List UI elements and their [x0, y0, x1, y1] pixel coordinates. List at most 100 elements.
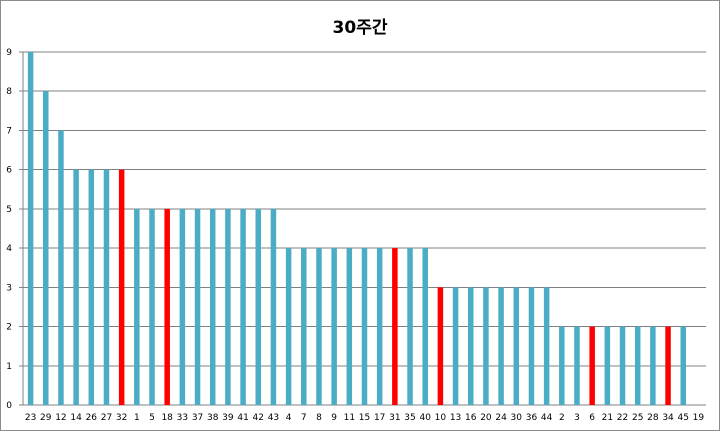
x-tick-label: 39: [222, 413, 234, 423]
bar: [528, 287, 535, 405]
bar: [543, 287, 550, 405]
x-tick-label: 29: [40, 413, 52, 423]
bar: [680, 326, 686, 405]
highlighted-bar: [589, 326, 595, 405]
x-tick-label: 15: [359, 413, 370, 423]
bar: [361, 248, 368, 405]
x-tick-label: 11: [344, 413, 355, 423]
bar: [346, 248, 353, 405]
bar: [88, 169, 95, 405]
highlighted-bar: [665, 326, 671, 405]
x-tick-label: 6: [589, 413, 595, 423]
x-tick-label: 37: [192, 413, 203, 423]
bar: [73, 169, 79, 405]
x-tick-label: 16: [465, 413, 477, 423]
bar: [27, 52, 34, 405]
highlighted-bar: [392, 248, 398, 405]
x-tick-label: 17: [374, 413, 385, 423]
x-tick-label: 1: [134, 413, 140, 423]
bar: [285, 248, 292, 405]
bar: [43, 91, 49, 405]
x-tick-label: 32: [116, 413, 127, 423]
highlighted-bar: [164, 208, 170, 405]
bar: [483, 287, 489, 405]
bar: [316, 248, 322, 405]
x-tick-label: 45: [678, 413, 689, 423]
bar: [134, 208, 140, 405]
bar: [513, 287, 520, 405]
x-tick-label: 33: [177, 413, 188, 423]
y-tick-label: 4: [6, 244, 12, 254]
bar: [209, 208, 216, 405]
x-tick-label: 18: [161, 413, 173, 423]
x-tick-label: 12: [55, 413, 66, 423]
x-tick-label: 23: [25, 413, 36, 423]
y-tick-label: 0: [6, 401, 12, 411]
x-tick-label: 7: [301, 413, 307, 423]
x-tick-label: 4: [286, 413, 292, 423]
bar: [240, 208, 246, 405]
x-tick-label: 42: [253, 413, 264, 423]
y-tick-label: 7: [6, 126, 12, 136]
bar: [149, 208, 155, 405]
x-tick-label: 21: [602, 413, 613, 423]
y-tick-label: 8: [6, 87, 12, 97]
x-tick-label: 22: [617, 413, 628, 423]
bar: [574, 326, 580, 405]
x-tick-label: 31: [389, 413, 400, 423]
x-tick-label: 9: [331, 413, 337, 423]
x-tick-label: 38: [207, 413, 219, 423]
bar: [225, 208, 231, 405]
bar: [194, 208, 201, 405]
y-tick-label: 1: [6, 362, 12, 372]
y-tick-label: 5: [6, 205, 12, 215]
x-tick-label: 25: [632, 413, 643, 423]
x-tick-label: 24: [495, 413, 507, 423]
y-tick-label: 3: [6, 283, 12, 293]
bar: [619, 326, 626, 405]
x-tick-label: 8: [316, 413, 322, 423]
x-tick-label: 44: [541, 413, 553, 423]
x-tick-label: 26: [86, 413, 98, 423]
x-tick-label: 20: [480, 413, 492, 423]
bar: [422, 248, 428, 405]
y-tick-label: 6: [6, 166, 12, 176]
bar: [179, 208, 186, 405]
x-tick-label: 14: [70, 413, 82, 423]
highlighted-bar: [118, 169, 125, 405]
bar: [467, 287, 474, 405]
bar: [452, 287, 459, 405]
bar: [650, 326, 656, 405]
x-tick-label: 3: [574, 413, 580, 423]
x-tick-label: 13: [450, 413, 461, 423]
x-tick-label: 2: [559, 413, 565, 423]
bar: [604, 326, 611, 405]
bar: [498, 287, 504, 405]
x-tick-label: 19: [693, 413, 705, 423]
x-tick-label: 10: [435, 413, 447, 423]
x-tick-label: 40: [419, 413, 431, 423]
bar: [407, 248, 413, 405]
highlighted-bar: [437, 287, 444, 405]
x-tick-label: 27: [101, 413, 112, 423]
bar: [255, 208, 262, 405]
x-tick-label: 28: [647, 413, 659, 423]
bar: [58, 130, 64, 405]
bar: [301, 248, 307, 405]
x-tick-label: 34: [662, 413, 674, 423]
chart-title: 30주간: [332, 18, 388, 38]
bar: [634, 326, 641, 405]
bar: [331, 248, 337, 405]
bar: [103, 169, 110, 405]
x-tick-label: 35: [404, 413, 415, 423]
bar: [376, 248, 383, 405]
x-tick-label: 5: [149, 413, 155, 423]
bar: [270, 208, 277, 405]
x-tick-label: 30: [511, 413, 523, 423]
y-tick-label: 2: [6, 323, 12, 333]
y-tick-label: 9: [6, 48, 12, 58]
x-tick-label: 43: [268, 413, 279, 423]
x-tick-label: 41: [237, 413, 248, 423]
